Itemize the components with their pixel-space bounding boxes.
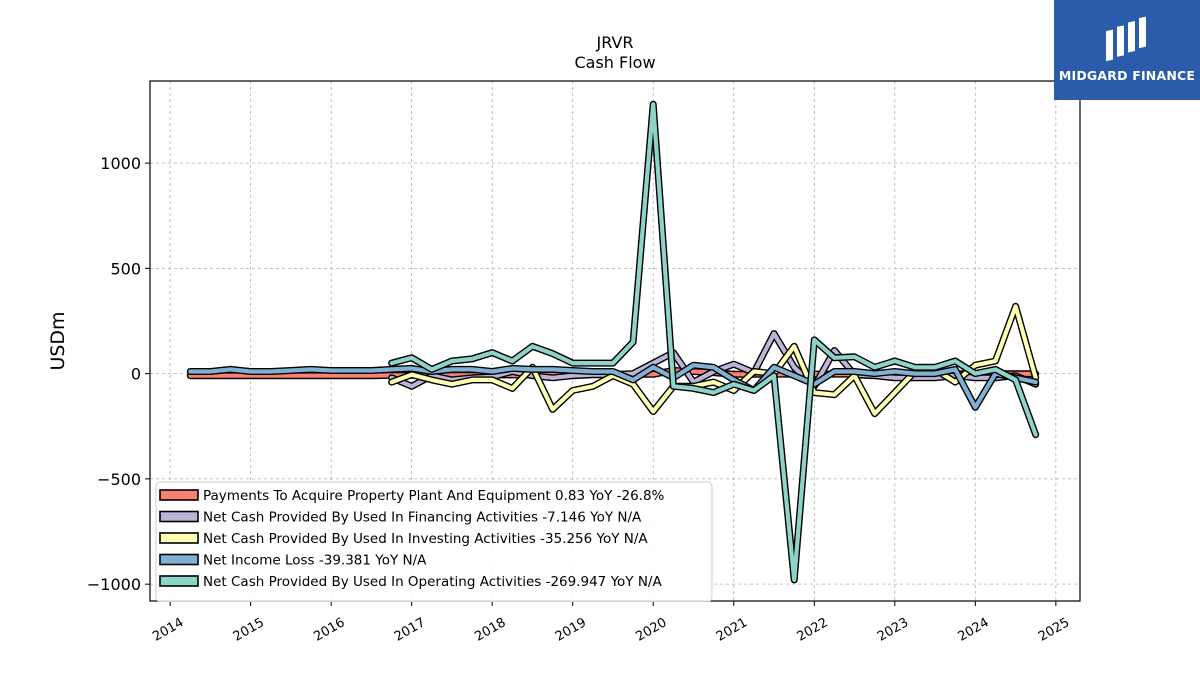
plot-series bbox=[186, 100, 1040, 584]
legend-swatch bbox=[159, 489, 199, 501]
y-tick-label: −1000 bbox=[87, 575, 141, 594]
series-3-outline bbox=[388, 302, 1040, 418]
x-tick-label: 2025 bbox=[1036, 615, 1072, 645]
legend-label: Net Cash Provided By Used In Investing A… bbox=[203, 531, 648, 547]
chart-subtitle: Cash Flow bbox=[574, 53, 655, 72]
x-tick-label: 2015 bbox=[231, 615, 267, 645]
series-5-line bbox=[389, 102, 1038, 583]
legend-swatch bbox=[159, 510, 199, 523]
x-axis-ticks: 2014 2015 2016 2017 2018 2019 2020 2021 2022 2023… bbox=[150, 601, 1072, 645]
legend-box bbox=[155, 481, 713, 602]
x-tick-label: 2024 bbox=[955, 615, 991, 645]
x-tick-label: 2020 bbox=[633, 615, 669, 645]
series-2-line bbox=[389, 331, 1038, 389]
x-tick-label: 2022 bbox=[794, 615, 830, 645]
y-tick-label: 500 bbox=[110, 259, 141, 278]
y-tick-label: 0 bbox=[131, 365, 141, 384]
x-tick-label: 2014 bbox=[150, 615, 186, 645]
x-tick-label: 2021 bbox=[714, 615, 750, 645]
x-tick-label: 2023 bbox=[875, 615, 911, 645]
legend-label: Net Cash Provided By Used In Operating A… bbox=[203, 574, 662, 590]
y-tick-label: 1000 bbox=[100, 154, 141, 173]
brand-name: MIDGARD FINANCE bbox=[1058, 68, 1196, 83]
y-tick-label: −500 bbox=[97, 470, 141, 489]
midgard-logo-icon bbox=[1106, 16, 1146, 62]
x-tick-label: 2016 bbox=[311, 615, 347, 645]
series-4-line bbox=[188, 363, 1038, 410]
chart-title: JRVR bbox=[595, 33, 633, 52]
legend-label: Payments To Acquire Property Plant And E… bbox=[203, 488, 665, 504]
y-axis-label: USDm bbox=[47, 311, 69, 370]
x-tick-label: 2017 bbox=[392, 615, 428, 645]
brand-logo-badge: MIDGARD FINANCE bbox=[1054, 0, 1200, 100]
legend-swatch bbox=[159, 553, 199, 566]
legend-swatch bbox=[159, 532, 199, 544]
legend-swatch bbox=[159, 575, 199, 587]
series-3-line bbox=[389, 304, 1038, 416]
x-tick-label: 2019 bbox=[553, 615, 589, 645]
legend: Payments To Acquire Property Plant And E… bbox=[155, 481, 713, 602]
legend-label: Net Cash Provided By Used In Financing A… bbox=[203, 510, 642, 526]
y-axis-ticks: −1000 −500 0 500 1000 bbox=[87, 154, 150, 594]
x-tick-label: 2018 bbox=[472, 615, 508, 645]
legend-label: Net Income Loss -39.381 YoY N/A bbox=[203, 553, 427, 569]
